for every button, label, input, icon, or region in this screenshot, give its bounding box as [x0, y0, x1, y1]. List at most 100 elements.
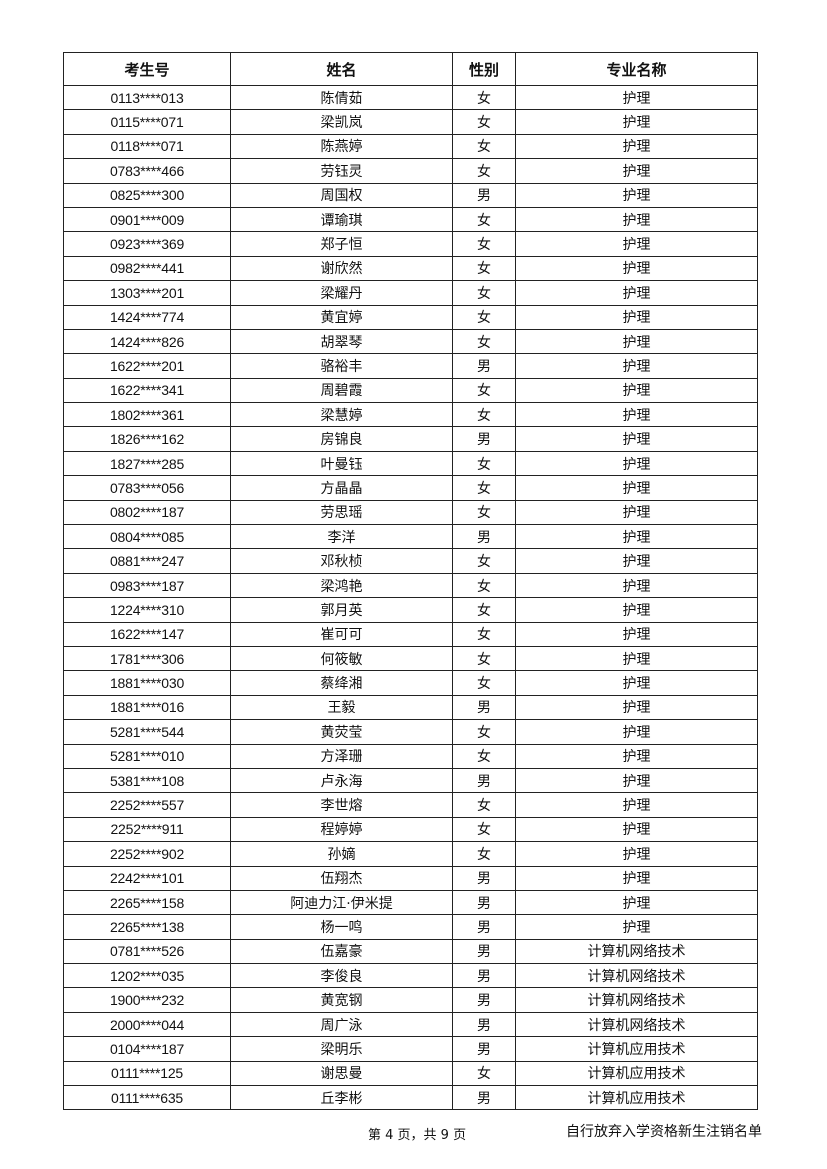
table-row: 1303****201 梁耀丹女护理 — [63, 280, 758, 306]
table-row: 0881****247 邓秋桢女护理 — [63, 548, 758, 574]
cell-gender: 男 — [452, 353, 516, 379]
cell-name: 崔可可 — [230, 621, 453, 647]
cell-name: 郭月英 — [230, 597, 453, 623]
cell-exam-id: 1900****232 — [63, 987, 231, 1013]
table-row: 1622****201 骆裕丰男护理 — [63, 353, 758, 379]
cell-major: 护理 — [515, 353, 758, 379]
cell-exam-id: 1622****201 — [63, 353, 231, 379]
cell-gender: 女 — [452, 280, 516, 306]
cell-gender: 女 — [452, 84, 516, 111]
cell-name: 李世熔 — [230, 792, 453, 818]
header-exam-id: 考生号 — [63, 52, 231, 86]
cell-major: 计算机网络技术 — [515, 938, 758, 965]
table-body: 0113****013 陈倩茹女护理 0115****071 梁凯岚女护理 0118**… — [63, 84, 758, 1111]
cell-major: 护理 — [515, 206, 758, 233]
cell-major: 计算机应用技术 — [515, 1085, 758, 1111]
cell-major: 护理 — [515, 670, 758, 696]
cell-exam-id: 0901****009 — [63, 206, 231, 233]
cell-major: 计算机网络技术 — [515, 1011, 758, 1038]
cell-exam-id: 1881****030 — [63, 670, 231, 696]
cell-name: 黄宜婷 — [230, 304, 453, 330]
cell-major: 护理 — [515, 158, 758, 184]
cell-gender: 女 — [452, 597, 516, 623]
cell-major: 护理 — [515, 719, 758, 745]
cell-major: 护理 — [515, 84, 758, 111]
cell-name: 梁明乐 — [230, 1036, 453, 1062]
table-row: 1881****016 王毅男护理 — [63, 694, 758, 721]
cell-gender: 女 — [452, 158, 516, 184]
cell-name: 郑子恒 — [230, 231, 453, 257]
cell-exam-id: 0113****013 — [63, 84, 231, 111]
cell-exam-id: 2252****911 — [63, 816, 231, 843]
cell-major: 护理 — [515, 816, 758, 843]
cell-major: 护理 — [515, 524, 758, 550]
cell-gender: 女 — [452, 402, 516, 428]
table-row: 0804****085 李洋男护理 — [63, 524, 758, 550]
cell-name: 丘李彬 — [230, 1085, 453, 1111]
cell-major: 护理 — [515, 231, 758, 257]
cell-gender: 男 — [452, 767, 516, 794]
cell-gender: 男 — [452, 182, 516, 208]
cell-name: 李俊良 — [230, 963, 453, 989]
cell-gender: 男 — [452, 938, 516, 965]
cell-major: 护理 — [515, 499, 758, 526]
cell-name: 伍嘉豪 — [230, 938, 453, 965]
cell-exam-id: 0983****187 — [63, 572, 231, 599]
cell-major: 护理 — [515, 767, 758, 794]
table-row: 0825****300 周国权男护理 — [63, 182, 758, 208]
cell-name: 王毅 — [230, 694, 453, 721]
cell-name: 骆裕丰 — [230, 353, 453, 379]
table-row: 1622****147 崔可可女护理 — [63, 621, 758, 647]
cell-gender: 男 — [452, 524, 516, 550]
cell-gender: 女 — [452, 645, 516, 672]
table-row: 2265****158 阿迪力江·伊米提男护理 — [63, 889, 758, 916]
header-major: 专业名称 — [515, 52, 758, 86]
cell-exam-id: 0111****635 — [63, 1085, 231, 1111]
cell-gender: 男 — [452, 1011, 516, 1038]
table-row: 0901****009 谭瑜琪女护理 — [63, 206, 758, 233]
cell-name: 黄荧莹 — [230, 719, 453, 745]
cell-gender: 女 — [452, 841, 516, 867]
cell-exam-id: 2265****138 — [63, 914, 231, 940]
cell-gender: 女 — [452, 816, 516, 843]
cell-major: 护理 — [515, 109, 758, 135]
cell-exam-id: 0804****085 — [63, 524, 231, 550]
cell-name: 谢思曼 — [230, 1060, 453, 1087]
cell-exam-id: 0802****187 — [63, 499, 231, 526]
cell-exam-id: 0783****056 — [63, 475, 231, 501]
cell-exam-id: 1881****016 — [63, 694, 231, 721]
cell-name: 周碧霞 — [230, 377, 453, 404]
cell-exam-id: 0781****526 — [63, 938, 231, 965]
cell-exam-id: 0115****071 — [63, 109, 231, 135]
table-row: 1827****285 叶曼钰女护理 — [63, 450, 758, 477]
cell-name: 谭瑜琪 — [230, 206, 453, 233]
cell-exam-id: 1424****774 — [63, 304, 231, 330]
cell-gender: 女 — [452, 548, 516, 574]
table-row: 0111****125 谢思曼女计算机应用技术 — [63, 1060, 758, 1087]
cell-major: 护理 — [515, 377, 758, 404]
cell-gender: 女 — [452, 670, 516, 696]
table-row: 1424****826 胡翠琴女护理 — [63, 328, 758, 355]
cell-gender: 女 — [452, 109, 516, 135]
cell-exam-id: 1802****361 — [63, 402, 231, 428]
cell-exam-id: 2252****557 — [63, 792, 231, 818]
cell-major: 护理 — [515, 402, 758, 428]
table-row: 0781****526 伍嘉豪男计算机网络技术 — [63, 938, 758, 965]
cell-exam-id: 1622****341 — [63, 377, 231, 404]
table-row: 1424****774 黄宜婷女护理 — [63, 304, 758, 330]
cell-gender: 女 — [452, 499, 516, 526]
cell-exam-id: 0783****466 — [63, 158, 231, 184]
table-row: 0983****187 梁鸿艳女护理 — [63, 572, 758, 599]
cell-name: 梁鸿艳 — [230, 572, 453, 599]
table-row: 1781****306 何筱敏女护理 — [63, 645, 758, 672]
cell-gender: 女 — [452, 621, 516, 647]
cell-gender: 男 — [452, 694, 516, 721]
cell-name: 卢永海 — [230, 767, 453, 794]
cell-name: 何筱敏 — [230, 645, 453, 672]
cell-major: 护理 — [515, 475, 758, 501]
cell-major: 计算机应用技术 — [515, 1060, 758, 1087]
document-title: 自行放弃入学资格新生注销名单 — [566, 1124, 762, 1140]
cell-gender: 女 — [452, 206, 516, 233]
cell-major: 护理 — [515, 694, 758, 721]
cell-exam-id: 1827****285 — [63, 450, 231, 477]
